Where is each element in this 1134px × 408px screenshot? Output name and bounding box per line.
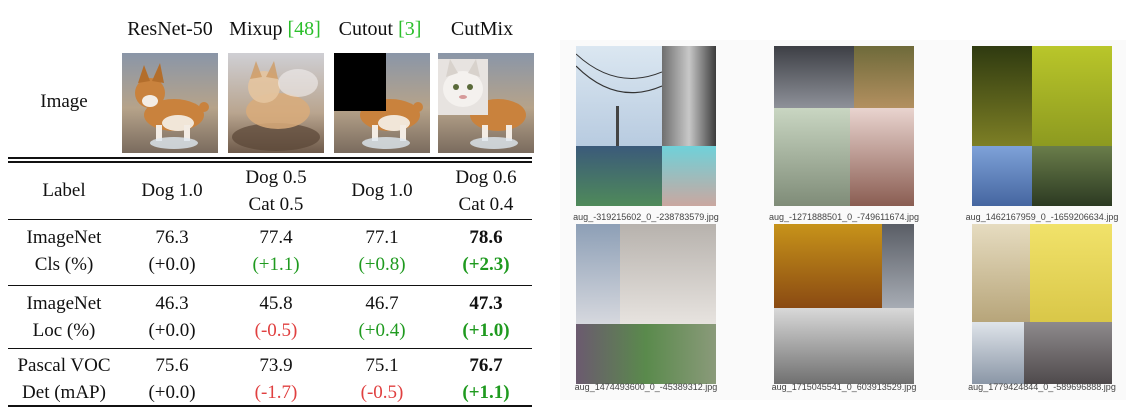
tile-bicycle [774,108,850,206]
cutout-illustration [334,53,423,149]
corgi-image [122,53,218,153]
metric-cell-best: 78.6 (+2.3) [462,227,510,275]
tile-train [774,46,854,108]
augmented-thumbnail[interactable] [972,224,1112,384]
metric-cell-best: 47.3 (+1.0) [462,293,510,341]
column-header-resnet50: ResNet-50 [120,18,220,41]
tile-cake [972,224,1030,322]
augmented-image-gallery: aug_-319215602_0_-238783579.jpg aug_-127… [560,40,1126,400]
tile-stadium [576,146,662,206]
mixup-illustration [232,61,320,151]
label-line: Dog 0.5 [245,167,307,188]
column-header-mixup: Mixup [48] [220,18,330,41]
metric-cell: 77.1 (+0.8) [358,227,406,275]
label-row-label: Label [42,180,86,201]
augmented-thumbnail[interactable] [774,224,914,384]
thumbnail-caption: aug_1474493600_0_-45389312.jpg [574,382,718,392]
thumbnail-caption: aug_1715045541_0_603913529.jpg [771,382,917,392]
column-header-cutout: Cutout [3] [330,18,430,41]
tile-rug [774,224,882,308]
label-line: Dog 0.6 [455,167,517,188]
label-cell-cutmix: Dog 0.6 Cat 0.4 [434,164,538,218]
cutmix-image [438,53,534,153]
table-rule-double-top [8,157,532,159]
metric-row-label-cls: ImageNet Cls (%) [26,227,102,275]
table-rule [8,348,532,349]
comparison-table: ResNet-50 Mixup [48] Cutout [3] CutMix I… [8,6,538,407]
tile-person-umbrella [662,146,716,206]
tile-bear [1032,146,1112,206]
column-name: ResNet-50 [127,18,213,40]
mixup-image [228,53,324,153]
label-line: Cat 0.4 [458,194,514,215]
tile-birds-bw [774,308,914,384]
tile-food [854,46,914,108]
tile-crowd [882,224,914,308]
metric-cell-best: 76.7 (+1.1) [462,355,510,403]
tile-dark-room [972,46,1032,146]
tile-street-umbrella [620,224,716,324]
label-cell-mixup: Dog 0.5 Cat 0.5 [224,164,328,218]
metric-cell: 75.6 (+0.0) [148,355,196,403]
cutout-image [334,53,430,153]
tile-bus [576,224,620,324]
metric-cell: 73.9 (-1.7) [254,355,298,403]
label-line: Cat 0.5 [248,194,304,215]
label-cell-resnet50: Dog 1.0 [141,180,203,201]
tile-street-bw [662,46,716,146]
metric-cell: 76.3 (+0.0) [148,227,196,275]
augmented-thumbnail[interactable] [576,46,716,206]
corgi-illustration [135,63,209,149]
metric-cell: 45.8 (-0.5) [254,293,298,341]
metric-cell: 77.4 (+1.1) [252,227,300,275]
augmented-thumbnail[interactable] [576,224,716,384]
table-rule [8,219,532,220]
tile-yellow-bathroom [1030,224,1112,322]
metric-row-label-loc: ImageNet Loc (%) [26,293,102,341]
column-header-cutmix: CutMix [430,18,534,41]
metric-row-label-det: Pascal VOC Det (mAP) [17,355,111,403]
tile-blue-sky [972,146,1032,206]
cutmix-illustration [438,59,526,149]
tile-hall [1024,322,1112,384]
augmented-thumbnail[interactable] [774,46,914,206]
thumbnail-caption: aug_-1271888501_0_-749611674.jpg [769,212,919,222]
column-name: Cutout [338,18,399,40]
augmented-thumbnail[interactable] [972,46,1112,206]
tile-power-lines [576,46,662,146]
metric-cell: 75.1 (-0.5) [360,355,404,403]
tile-bus-white [972,322,1024,384]
thumbnail-caption: aug_1779424844_0_-589696888.jpg [968,382,1116,392]
thumbnail-caption: aug_1462167959_0_-1659206634.jpg [965,212,1119,222]
table-rule-bottom [8,405,532,407]
column-name: Mixup [229,18,288,40]
column-name: CutMix [450,18,514,40]
tile-boats [850,108,914,206]
metric-cell: 46.3 (+0.0) [148,293,196,341]
label-cell-cutout: Dog 1.0 [351,180,413,201]
image-row-label: Image [40,91,88,112]
citation-link[interactable]: [48] [287,18,321,40]
metric-cell: 46.7 (+0.4) [358,293,406,341]
table-rule-double-bottom [8,161,532,163]
tile-people [576,324,716,384]
table-rule [8,285,532,286]
thumbnail-caption: aug_-319215602_0_-238783579.jpg [573,212,719,222]
citation-link[interactable]: [3] [398,18,422,40]
tile-yellow-wall [1032,46,1112,146]
